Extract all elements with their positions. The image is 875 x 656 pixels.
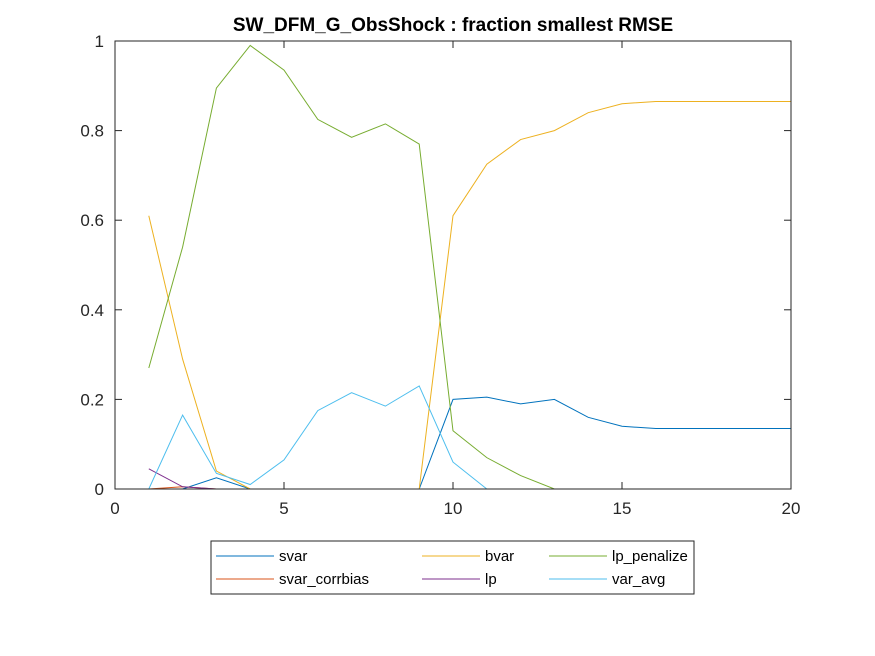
plot-area <box>115 41 791 489</box>
y-tick-label: 0.6 <box>80 211 104 230</box>
legend-item-lp: lp <box>422 571 497 588</box>
legend-item-lp-penalize: lp_penalize <box>549 548 688 565</box>
x-tick-label: 20 <box>782 499 801 518</box>
y-tick-label: 0.8 <box>80 122 104 141</box>
legend-box <box>210 540 695 595</box>
legend-item-svar-corrbias: svar_corrbias <box>216 571 369 588</box>
legend-label: svar <box>279 548 307 565</box>
y-tick-label: 1 <box>95 32 104 51</box>
legend-label: bvar <box>485 548 514 565</box>
legend-label: var_avg <box>612 571 665 588</box>
plot-background <box>115 41 791 489</box>
y-tick-label: 0.4 <box>80 301 104 320</box>
x-tick-label: 0 <box>110 499 119 518</box>
y-tick-label: 0 <box>95 480 104 499</box>
tick-layer: 0 5 10 15 20 0 0.2 0.4 0.6 0.8 1 <box>80 32 800 518</box>
chart-title: SW_DFM_G_ObsShock : fraction smallest RM… <box>233 15 673 36</box>
legend: svar bvar lp_penalize svar_corrbias lp var_av… <box>210 540 695 595</box>
y-tick-label: 0.2 <box>80 390 104 409</box>
x-tick-label: 5 <box>279 499 288 518</box>
legend-label: lp <box>485 571 497 588</box>
x-tick-label: 15 <box>613 499 632 518</box>
legend-label: lp_penalize <box>612 548 688 565</box>
legend-label: svar_corrbias <box>279 571 369 588</box>
x-tick-label: 10 <box>444 499 463 518</box>
legend-item-svar: svar <box>216 548 307 565</box>
legend-item-bvar: bvar <box>422 548 514 565</box>
legend-item-var-avg: var_avg <box>549 571 665 588</box>
